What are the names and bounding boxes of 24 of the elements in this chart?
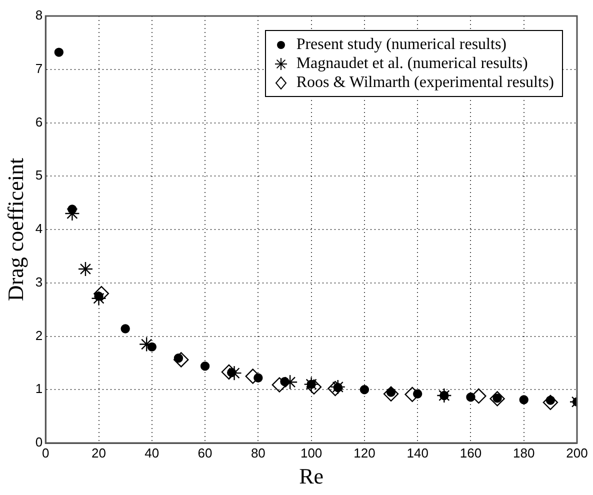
- x-tick-label: 160: [460, 445, 482, 460]
- y-tick-label: 4: [35, 221, 43, 236]
- y-tick-label: 7: [35, 60, 43, 76]
- y-axis-title: Drag coefficeint: [2, 158, 28, 302]
- y-tick-label: 2: [35, 328, 43, 343]
- x-axis-title: Re: [299, 464, 324, 489]
- y-tick-label: 8: [35, 8, 43, 23]
- x-tick-label: 200: [566, 445, 588, 460]
- x-tick-label: 20: [92, 445, 106, 460]
- x-tick-label: 60: [198, 445, 212, 460]
- legend-label: Magnaudet et al. (numerical results): [296, 54, 528, 73]
- legend-label: Present study (numerical results): [296, 35, 506, 54]
- y-tick-label: 6: [35, 114, 43, 130]
- x-tick-label: 120: [354, 445, 376, 460]
- y-tick-label: 0: [35, 434, 43, 450]
- x-tick-label: 40: [144, 445, 160, 460]
- x-tick-label: 80: [250, 445, 266, 460]
- x-tick-label: 140: [406, 445, 428, 460]
- y-tick-label: 3: [35, 274, 43, 290]
- x-tick-label: 100: [300, 445, 322, 460]
- y-tick-label: 5: [35, 168, 43, 183]
- y-tick-label: 1: [35, 381, 43, 396]
- legend-label: Roos & Wilmarth (experimental results): [296, 73, 554, 92]
- x-tick-label: 180: [513, 445, 535, 460]
